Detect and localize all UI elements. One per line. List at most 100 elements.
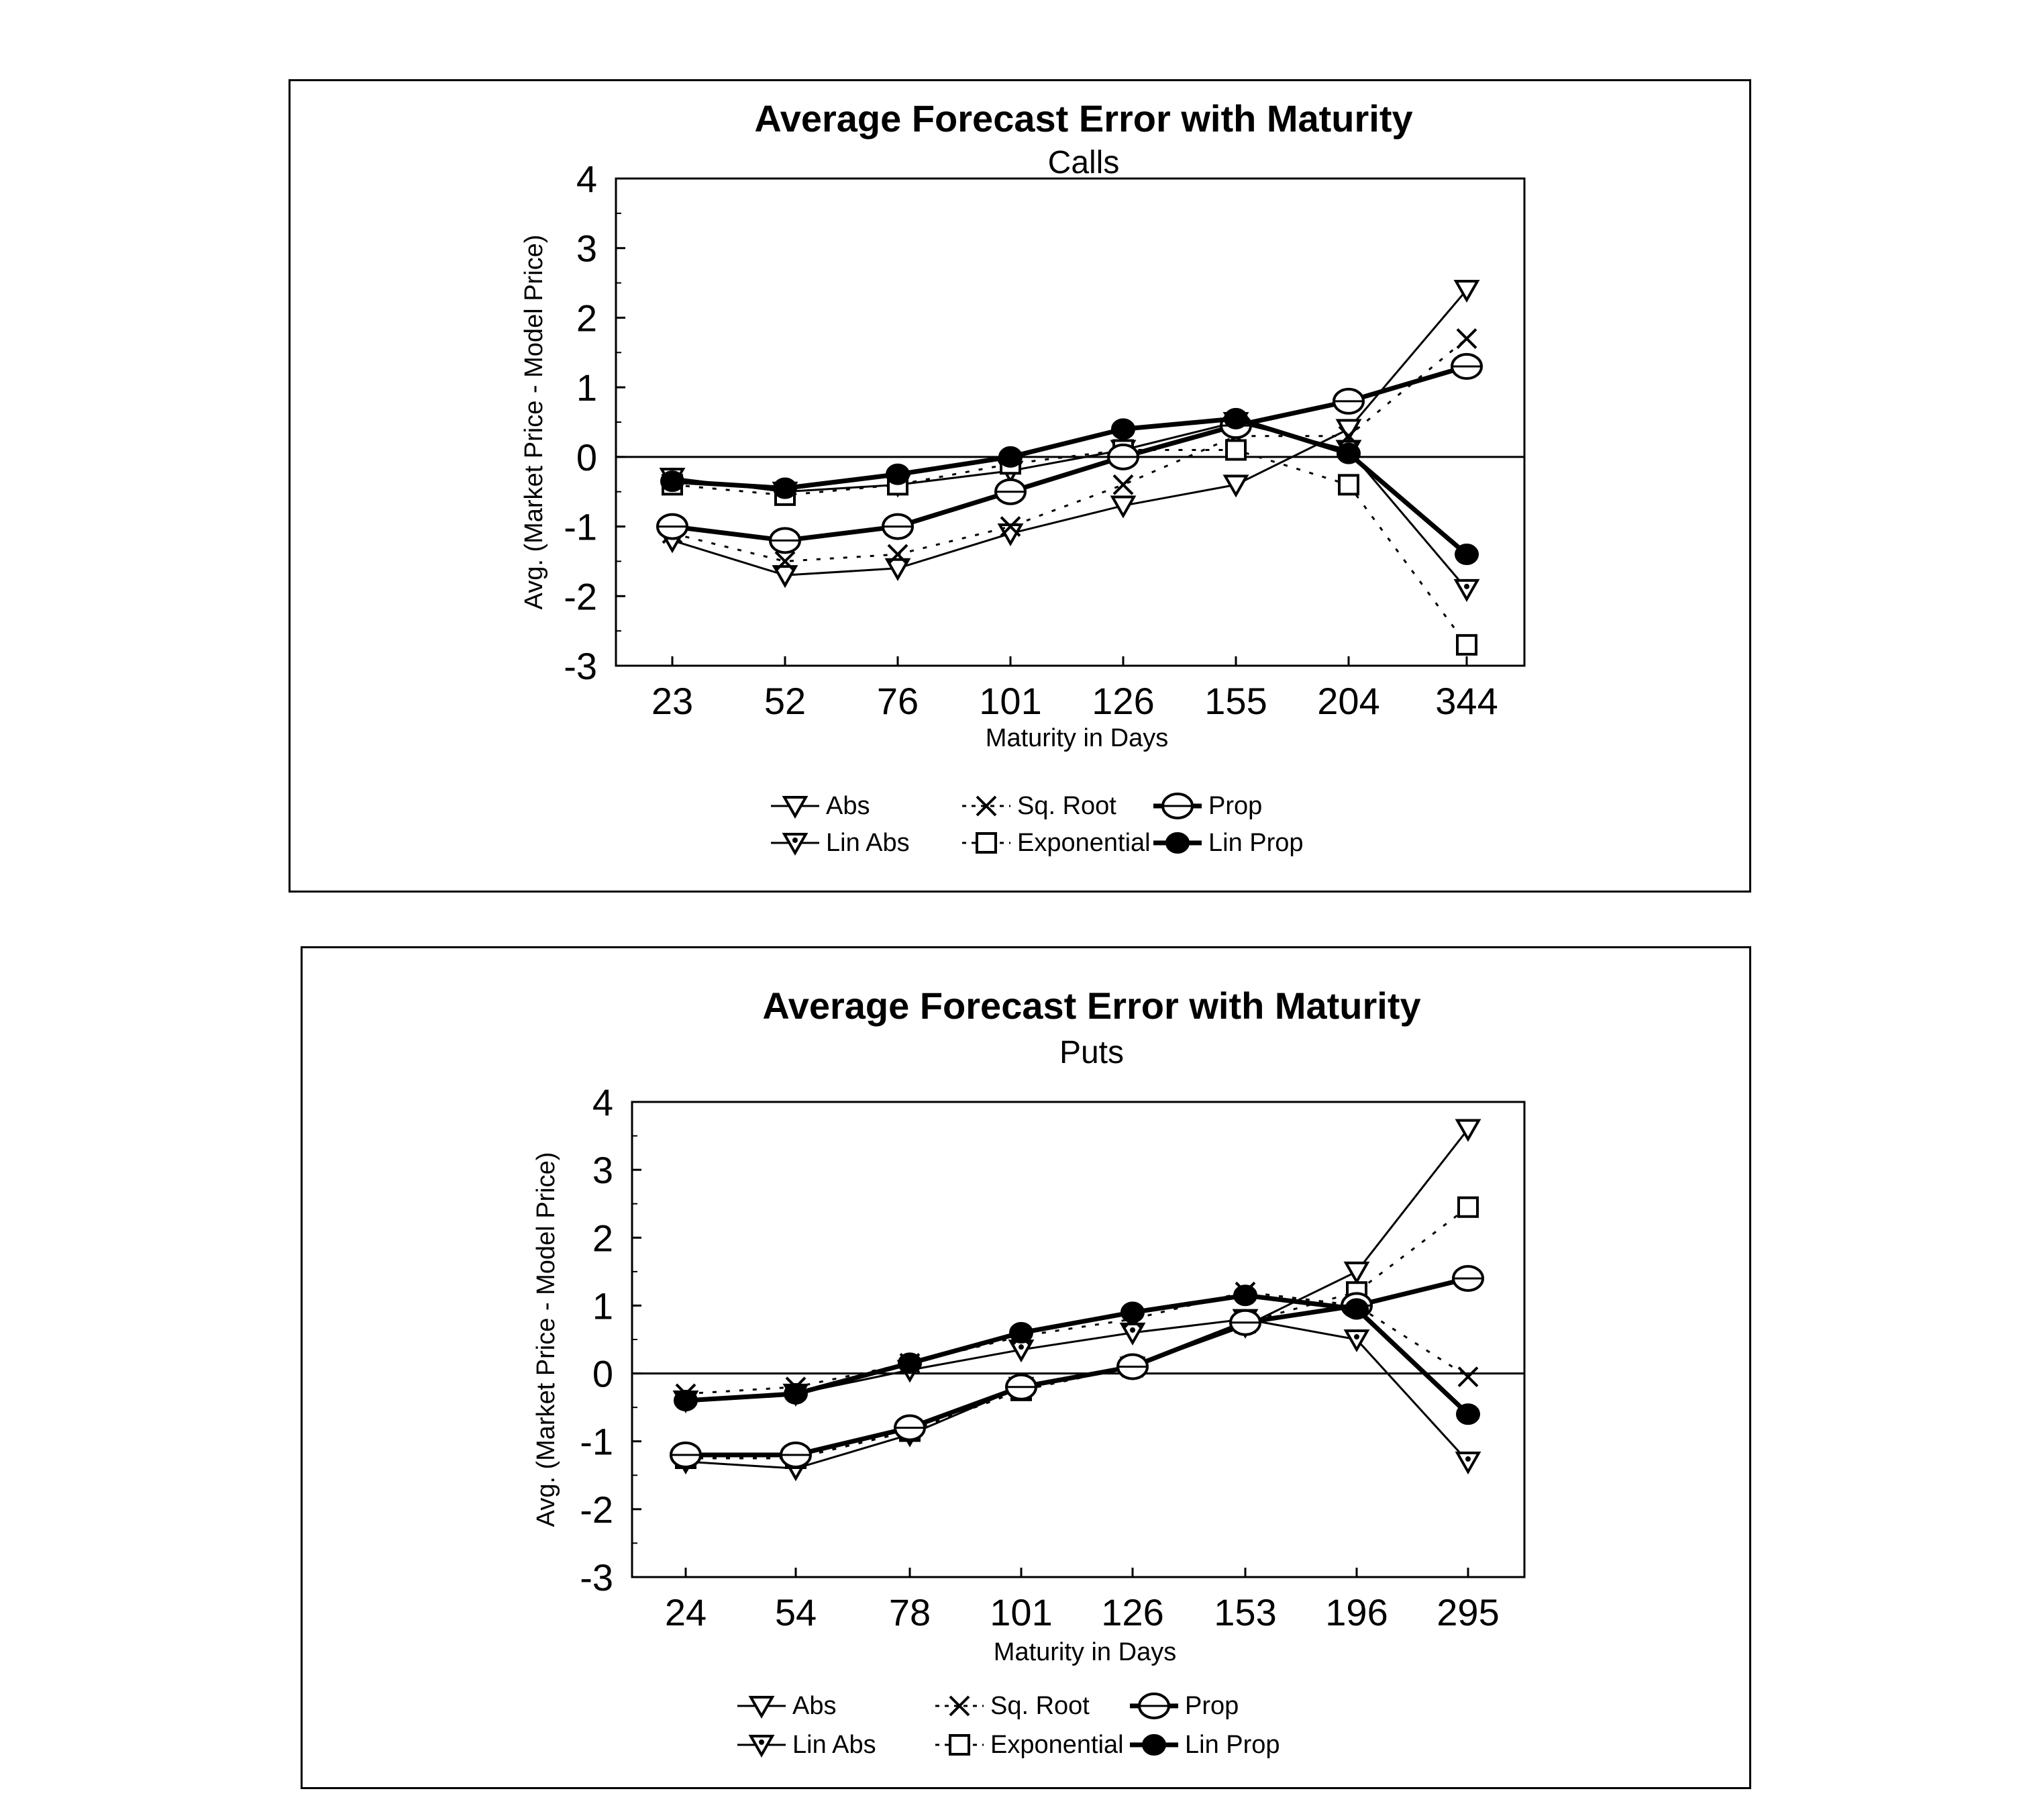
puts-x-tick-label: 78 bbox=[889, 1591, 931, 1633]
calls-series-lin-prop bbox=[660, 407, 1479, 566]
puts-legend-item: Abs bbox=[737, 1692, 836, 1720]
puts-y-tick-label: 4 bbox=[592, 1081, 613, 1123]
calls-data-point bbox=[1455, 544, 1479, 566]
puts-data-point bbox=[1120, 1301, 1145, 1323]
calls-legend-label: Lin Prop bbox=[1208, 829, 1304, 857]
puts-data-point bbox=[1457, 1196, 1479, 1218]
calls-x-tick-label: 155 bbox=[1204, 680, 1267, 722]
puts-series-prop bbox=[670, 1264, 1484, 1468]
calls-x-tick-label: 344 bbox=[1435, 680, 1498, 722]
calls-x-tick-label: 101 bbox=[979, 680, 1041, 722]
calls-legend-item: Exponential bbox=[962, 829, 1151, 857]
calls-data-point bbox=[998, 446, 1023, 468]
calls-y-tick-label: -3 bbox=[564, 645, 597, 687]
calls-legend-marker bbox=[976, 795, 997, 817]
puts-data-point-dot bbox=[1019, 1344, 1024, 1350]
puts-x-tick-label: 24 bbox=[665, 1591, 707, 1633]
calls-legend-marker bbox=[782, 833, 809, 856]
calls-y-tick-label: -1 bbox=[564, 506, 597, 548]
puts-chart-title: Average Forecast Error with Maturity bbox=[762, 984, 1420, 1027]
calls-data-point bbox=[1224, 407, 1248, 429]
calls-data-point bbox=[772, 565, 798, 589]
puts-legend-marker bbox=[748, 1696, 775, 1719]
calls-data-point-dot bbox=[1464, 583, 1469, 589]
puts-x-tick-label: 101 bbox=[990, 1591, 1052, 1633]
calls-data-point bbox=[773, 477, 797, 499]
calls-chart-title: Average Forecast Error with Maturity bbox=[754, 97, 1412, 140]
puts-y-tick-label: -3 bbox=[580, 1556, 613, 1599]
calls-legend-item: Lin Prop bbox=[1153, 829, 1304, 857]
calls-data-point bbox=[1453, 279, 1480, 303]
calls-legend-marker bbox=[782, 796, 809, 819]
puts-data-point-dot bbox=[1130, 1327, 1135, 1333]
puts-legend-label: Prop bbox=[1185, 1692, 1239, 1720]
puts-series-line bbox=[685, 1293, 1470, 1416]
puts-data-point bbox=[1119, 1322, 1146, 1346]
calls-legend-item: Sq. Root bbox=[962, 792, 1116, 820]
calls-plot-frame bbox=[615, 177, 1526, 667]
calls-y-tick-label: 2 bbox=[576, 297, 597, 339]
calls-legend-item: Lin Abs bbox=[771, 829, 910, 857]
puts-legend-label: Lin Prop bbox=[1185, 1731, 1280, 1759]
puts-data-point bbox=[674, 1390, 698, 1412]
calls-data-point bbox=[1456, 634, 1477, 656]
calls-legend-label: Sq. Root bbox=[1017, 792, 1116, 820]
calls-x-tick-label: 23 bbox=[651, 680, 693, 722]
puts-legend-label: Exponential bbox=[990, 1731, 1124, 1759]
calls-data-point bbox=[1000, 516, 1021, 537]
calls-data-point bbox=[1453, 578, 1480, 602]
puts-legend-item: Exponential bbox=[935, 1731, 1124, 1759]
puts-data-point bbox=[1345, 1298, 1369, 1320]
calls-series-line bbox=[672, 338, 1467, 562]
calls-data-point bbox=[884, 558, 911, 581]
puts-legend-item: Prop bbox=[1130, 1692, 1239, 1720]
puts-series-lin-prop bbox=[674, 1284, 1480, 1425]
puts-legend-marker bbox=[748, 1735, 775, 1758]
calls-legend-item: Abs bbox=[771, 792, 870, 820]
puts-legend-item: Sq. Root bbox=[935, 1692, 1090, 1720]
puts-data-point bbox=[1455, 1119, 1481, 1142]
puts-legend-marker bbox=[949, 1734, 970, 1756]
puts-chart-panel bbox=[301, 946, 1751, 1789]
calls-data-point bbox=[1456, 328, 1477, 349]
puts-data-point bbox=[898, 1352, 922, 1374]
calls-data-point bbox=[774, 551, 796, 572]
calls-legend-label: Prop bbox=[1208, 792, 1262, 820]
calls-x-tick-label: 204 bbox=[1317, 680, 1379, 722]
puts-legend-marker bbox=[949, 1695, 970, 1717]
puts-y-tick-label: -1 bbox=[580, 1421, 613, 1463]
puts-data-point-dot bbox=[1465, 1456, 1471, 1462]
calls-y-tick-label: 4 bbox=[576, 158, 597, 200]
calls-x-axis-label: Maturity in Days bbox=[986, 724, 1168, 752]
calls-data-point bbox=[660, 470, 684, 493]
calls-data-point bbox=[1110, 495, 1137, 519]
calls-series-prop bbox=[656, 353, 1483, 554]
puts-y-axis-label: Avg. (Market Price - Model Price) bbox=[532, 1152, 560, 1527]
calls-y-axis-label: Avg. (Market Price - Model Price) bbox=[520, 235, 548, 610]
puts-y-tick-label: 1 bbox=[592, 1284, 613, 1327]
calls-data-point bbox=[887, 544, 908, 565]
calls-data-point bbox=[1338, 474, 1359, 496]
calls-legend-item: Prop bbox=[1153, 792, 1262, 820]
puts-legend-item: Lin Abs bbox=[737, 1731, 876, 1759]
calls-legend-label: Exponential bbox=[1017, 829, 1151, 857]
puts-x-tick-label: 196 bbox=[1325, 1591, 1388, 1633]
calls-x-tick-label: 126 bbox=[1092, 680, 1154, 722]
calls-x-tick-label: 76 bbox=[877, 680, 919, 722]
puts-data-point bbox=[784, 1382, 808, 1405]
calls-legend-label: Lin Abs bbox=[826, 829, 910, 857]
calls-chart-subtitle: Calls bbox=[1048, 145, 1120, 181]
puts-data-point bbox=[1456, 1403, 1480, 1425]
calls-legend-label: Abs bbox=[826, 792, 870, 820]
puts-data-point bbox=[1009, 1321, 1033, 1344]
calls-data-point bbox=[1225, 439, 1247, 461]
puts-legend-marker bbox=[1142, 1734, 1166, 1756]
puts-legend-marker-dot bbox=[759, 1739, 764, 1745]
puts-data-point bbox=[1233, 1284, 1257, 1307]
puts-chart-subtitle: Puts bbox=[1059, 1035, 1124, 1070]
puts-x-tick-label: 54 bbox=[775, 1591, 817, 1633]
puts-legend-label: Sq. Root bbox=[990, 1692, 1090, 1720]
puts-data-point bbox=[1343, 1329, 1370, 1353]
puts-y-tick-label: 0 bbox=[592, 1353, 613, 1395]
puts-y-tick-label: 3 bbox=[592, 1149, 613, 1191]
